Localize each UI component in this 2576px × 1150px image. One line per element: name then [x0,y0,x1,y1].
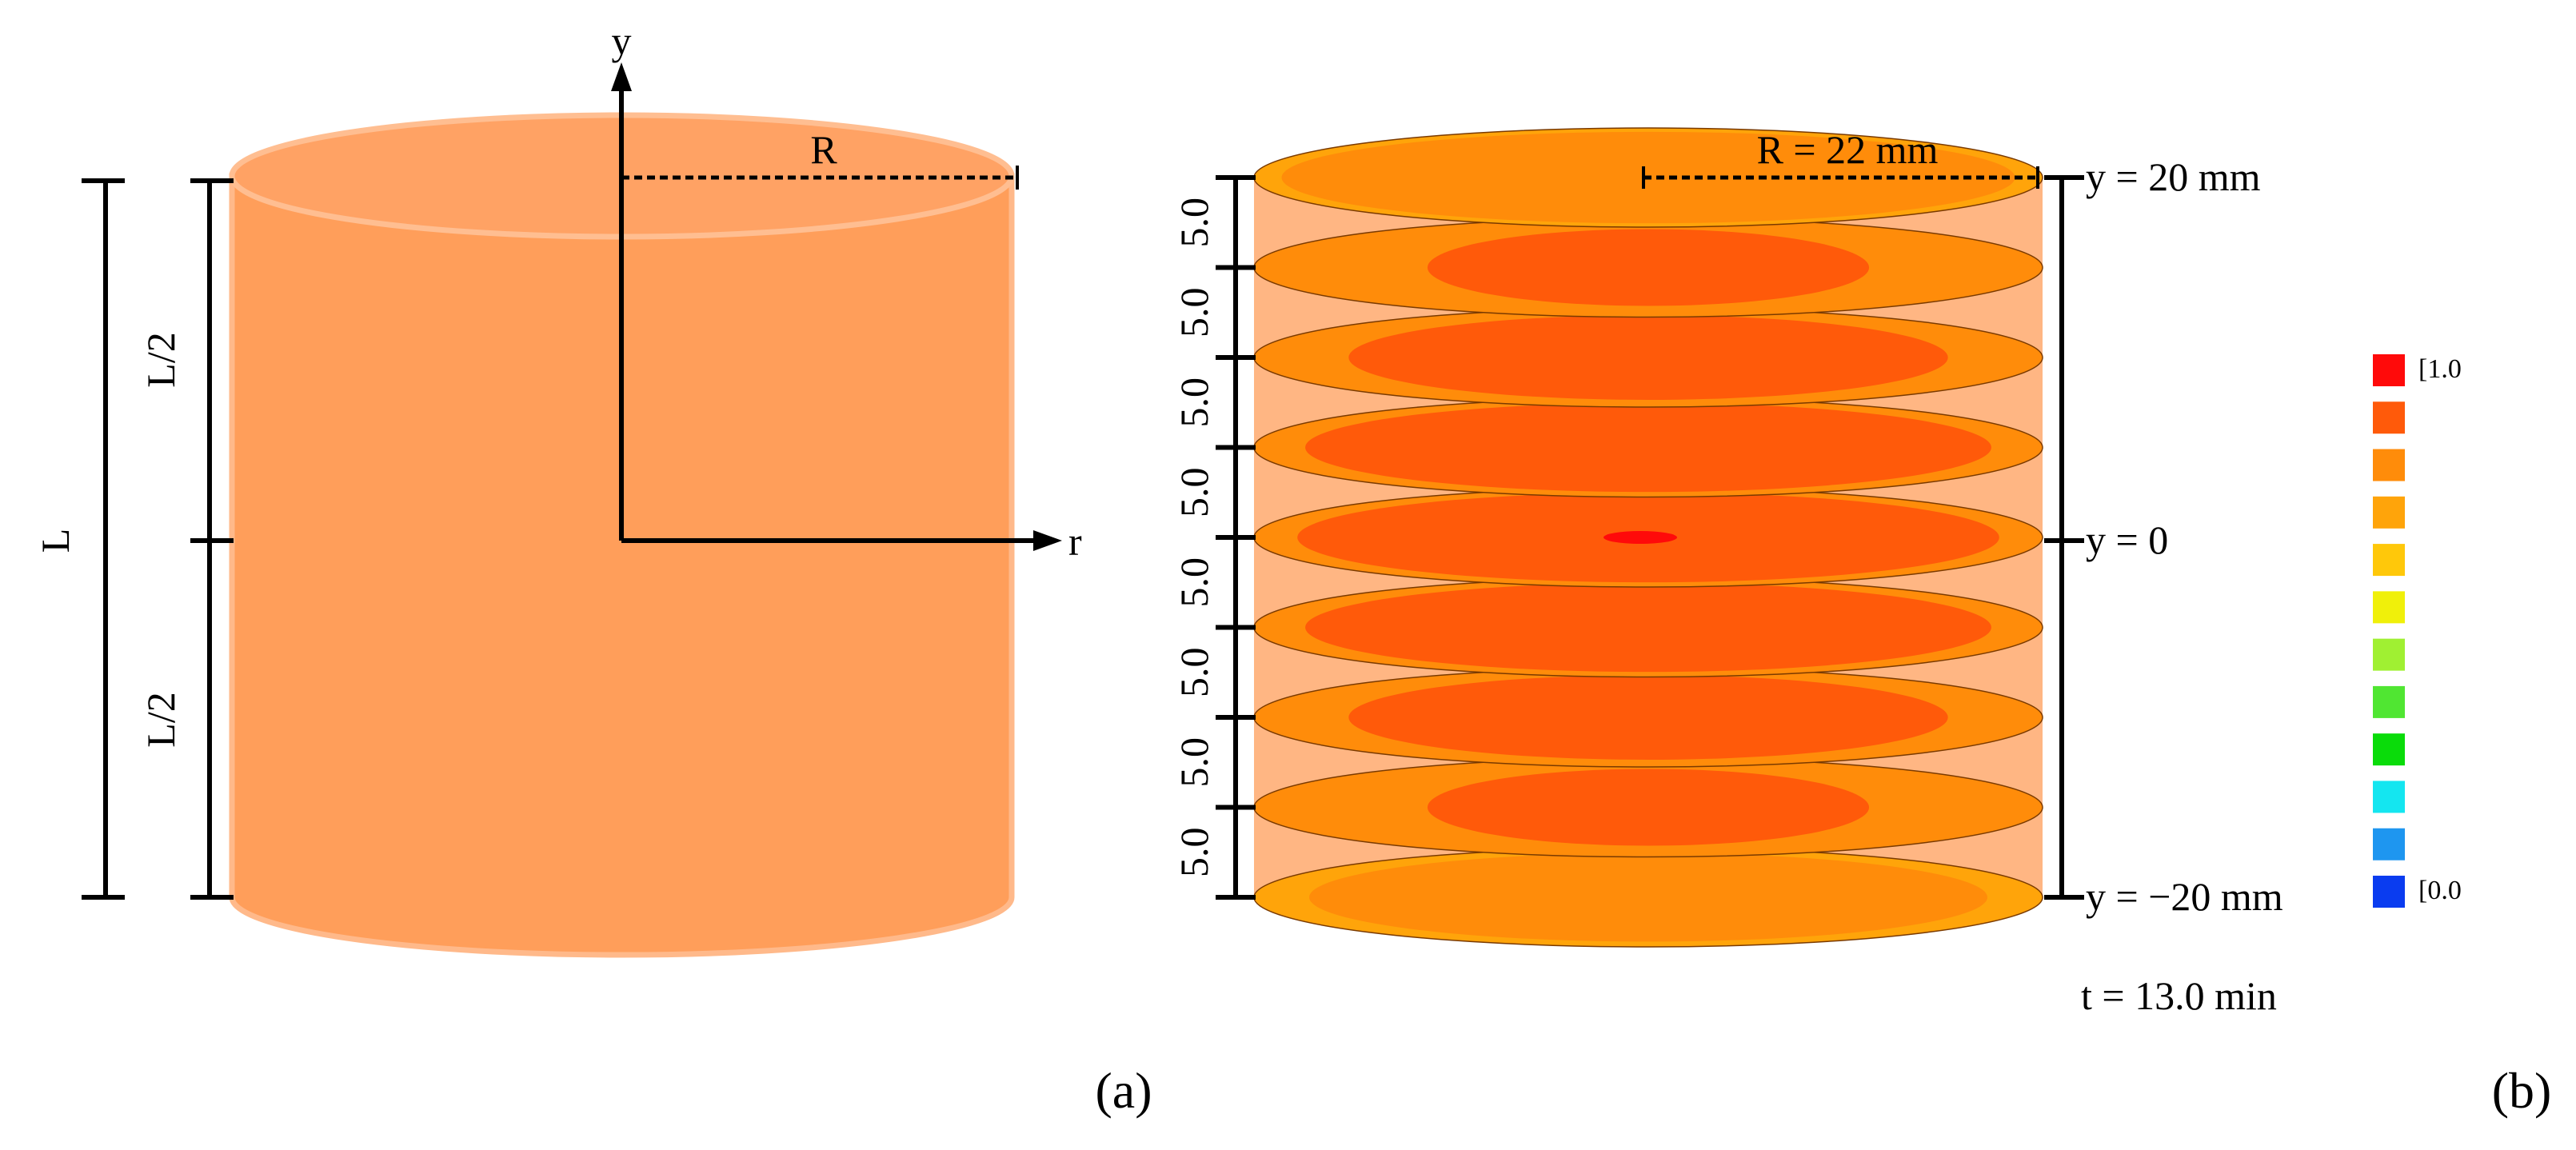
y-axis-arrow-icon [611,62,632,91]
temperature-slices [1253,127,2043,948]
spacing-label: 5.0 [1172,288,1216,338]
slice-inner [1427,229,1870,306]
legend-swatch [2373,828,2405,861]
panel-b: R = 22 mm 5.0 5.0 5.0 5.0 5.0 5.0 5.0 5.0 y = 2… [1172,127,2551,1119]
legend-swatch [2373,591,2405,624]
slice-inner [1348,315,1948,400]
legend-swatch [2373,733,2405,766]
spacing-label: 5.0 [1172,828,1216,878]
slice-inner [1427,769,1870,846]
slice [1253,667,2043,768]
legend-swatch [2373,496,2405,529]
slice [1253,307,2043,408]
slice [1253,487,2043,588]
y-bottom-label: y = −20 mm [2086,874,2283,919]
panel-a: y r R L L/2 L/2 (a) [33,18,1152,1119]
slice-inner [1348,675,1948,760]
legend-swatch [2373,685,2405,718]
color-legend: [1.0 [0.0 [2373,354,2462,908]
legend-swatch [2373,401,2405,434]
r-axis-arrow-icon [1033,530,1062,551]
half-bottom-label: L/2 [138,692,183,747]
spacing-label: 5.0 [1172,648,1216,698]
slice-inner [1305,582,1991,673]
time-label: t = 13.0 min [2081,973,2277,1018]
spacing-labels: 5.0 5.0 5.0 5.0 5.0 5.0 5.0 5.0 [1172,198,1216,877]
spacing-label: 5.0 [1172,468,1216,518]
slice-inner [1305,402,1991,493]
panel-a-caption: (a) [1095,1062,1152,1119]
half-top-label: L/2 [138,332,183,387]
slice [1253,757,2043,858]
slice-inner [1309,853,1987,942]
y-top-label: y = 20 mm [2086,154,2261,199]
spacing-label: 5.0 [1172,377,1216,428]
legend-top-label: [1.0 [2418,354,2462,384]
panel-b-caption: (b) [2492,1062,2552,1119]
legend-bottom-label: [0.0 [2418,876,2462,905]
legend-swatch [2373,876,2405,908]
spacing-ticks [1216,175,1256,900]
y-mid-label: y = 0 [2086,517,2168,562]
slice-core [1604,531,1677,544]
spacing-label: 5.0 [1172,737,1216,788]
spacing-label: 5.0 [1172,557,1216,608]
length-label: L [33,529,78,553]
legend-swatch [2373,354,2405,386]
radius-label: R [810,127,837,172]
cylinder-bottom-edge [230,896,1014,957]
y-axis-label: y [612,18,632,63]
legend-swatch [2373,544,2405,577]
slice [1253,847,2043,948]
slice [1253,217,2043,318]
legend-swatch [2373,781,2405,813]
legend-swatch [2373,449,2405,481]
spacing-label: 5.0 [1172,198,1216,248]
slice [1253,577,2043,678]
legend-swatch [2373,638,2405,671]
r-axis-label: r [1068,519,1082,564]
slice [1253,397,2043,498]
radius-label: R = 22 mm [1757,127,1939,172]
